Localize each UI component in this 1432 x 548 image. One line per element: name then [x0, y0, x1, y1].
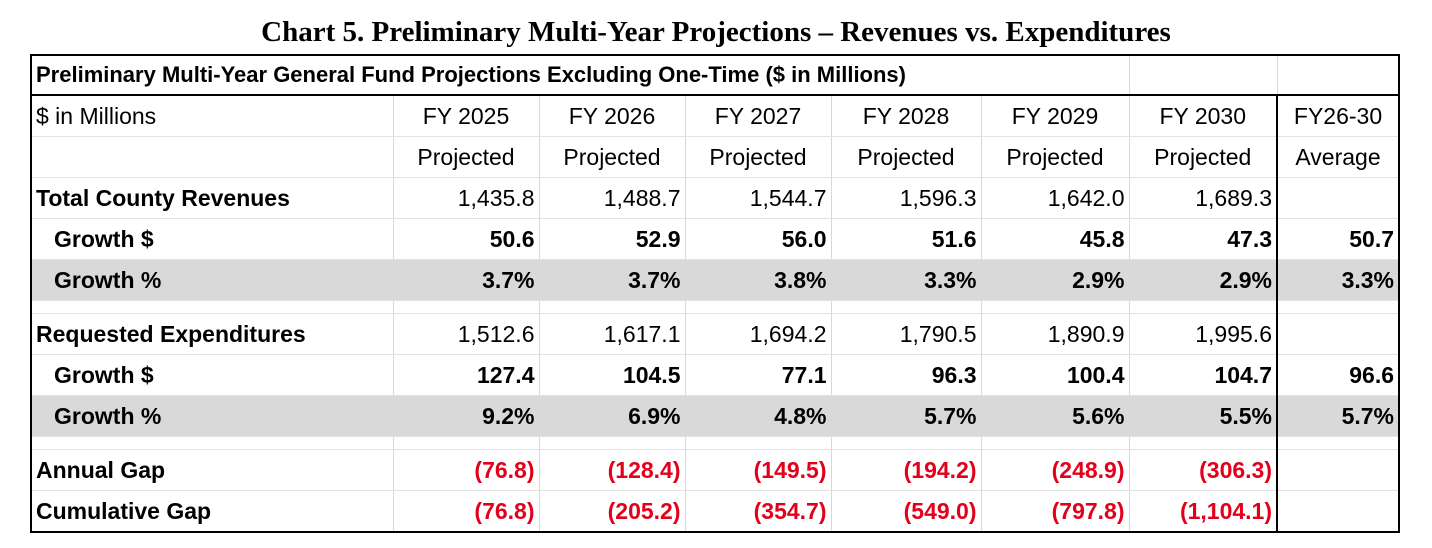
- table-cell: 6.9%: [539, 395, 686, 437]
- table-cell: 1,689.3: [1129, 177, 1278, 219]
- header-sub: Projected: [981, 136, 1130, 178]
- table-cell: 96.6: [1277, 354, 1400, 396]
- table-cell: 3.7%: [539, 259, 686, 301]
- table-cell: 3.8%: [685, 259, 832, 301]
- header-year: FY 2025: [393, 94, 540, 137]
- header-year: FY 2029: [981, 94, 1130, 137]
- table-cell: 1,617.1: [539, 313, 686, 355]
- table-cell: 104.5: [539, 354, 686, 396]
- table-cell: [1277, 177, 1400, 219]
- table-cell: 1,995.6: [1129, 313, 1278, 355]
- table-cell: 1,694.2: [685, 313, 832, 355]
- header-average-sub: Average: [1277, 136, 1400, 178]
- table-cell: 1,512.6: [393, 313, 540, 355]
- header-sub: Projected: [393, 136, 540, 178]
- table-cell: 4.8%: [685, 395, 832, 437]
- row-label-annual-gap: Annual Gap: [30, 449, 394, 491]
- table-cell: 1,642.0: [981, 177, 1130, 219]
- table-cell: 45.8: [981, 218, 1130, 260]
- table-cell: (306.3): [1129, 449, 1278, 491]
- table-cell: (194.2): [831, 449, 982, 491]
- row-label-revenues: Total County Revenues: [30, 177, 394, 219]
- table-cell: 5.6%: [981, 395, 1130, 437]
- header-year: FY 2027: [685, 94, 832, 137]
- chart-title: Chart 5. Preliminary Multi-Year Projecti…: [261, 16, 1171, 48]
- table-cell: 47.3: [1129, 218, 1278, 260]
- table-cell: 1,488.7: [539, 177, 686, 219]
- table-cell: 50.6: [393, 218, 540, 260]
- table-cell: (128.4): [539, 449, 686, 491]
- header-sub: Projected: [1129, 136, 1278, 178]
- table-cell: 77.1: [685, 354, 832, 396]
- row-label-growth-pct: Growth %: [30, 259, 394, 301]
- table-cell: 52.9: [539, 218, 686, 260]
- table-cell: 5.7%: [831, 395, 982, 437]
- table-cell: 56.0: [685, 218, 832, 260]
- header-sub: Projected: [831, 136, 982, 178]
- table-cell: 51.6: [831, 218, 982, 260]
- table-cell: 3.3%: [831, 259, 982, 301]
- row-label-expenditures: Requested Expenditures: [30, 313, 394, 355]
- table-cell: 5.5%: [1129, 395, 1278, 437]
- table-cell: 1,890.9: [981, 313, 1130, 355]
- table-cell: 1,596.3: [831, 177, 982, 219]
- table-cell: 2.9%: [1129, 259, 1278, 301]
- table-cell: 9.2%: [393, 395, 540, 437]
- header-year: FY 2030: [1129, 94, 1278, 137]
- table-cell: 3.7%: [393, 259, 540, 301]
- table-cell: (76.8): [393, 449, 540, 491]
- table-cell: (797.8): [981, 490, 1130, 533]
- table-cell: (149.5): [685, 449, 832, 491]
- header-sub: Projected: [539, 136, 686, 178]
- table-caption: Preliminary Multi-Year General Fund Proj…: [30, 54, 1130, 96]
- table-cell: 50.7: [1277, 218, 1400, 260]
- table-cell: 5.7%: [1277, 395, 1400, 437]
- table-cell: 1,790.5: [831, 313, 982, 355]
- row-label-growth-pct: Growth %: [30, 395, 394, 437]
- table-cell: 127.4: [393, 354, 540, 396]
- table-cell: (1,104.1): [1129, 490, 1278, 533]
- table-cell: 3.3%: [1277, 259, 1400, 301]
- table-cell: (76.8): [393, 490, 540, 533]
- header-sub: Projected: [685, 136, 832, 178]
- table-cell: [1277, 313, 1400, 355]
- row-label-growth-dollar: Growth $: [30, 354, 394, 396]
- header-average-label: FY26-30: [1277, 94, 1400, 137]
- table-cell: 96.3: [831, 354, 982, 396]
- table-cell: 100.4: [981, 354, 1130, 396]
- row-label-growth-dollar: Growth $: [30, 218, 394, 260]
- header-year: FY 2028: [831, 94, 982, 137]
- table-cell: 1,435.8: [393, 177, 540, 219]
- row-label-cumulative-gap: Cumulative Gap: [30, 490, 394, 533]
- table-cell: (205.2): [539, 490, 686, 533]
- header-year: FY 2026: [539, 94, 686, 137]
- table-cell: (354.7): [685, 490, 832, 533]
- table-cell: (248.9): [981, 449, 1130, 491]
- table-cell: 104.7: [1129, 354, 1278, 396]
- table-cell: 2.9%: [981, 259, 1130, 301]
- header-units-label: $ in Millions: [30, 94, 394, 137]
- projections-table: Preliminary Multi-Year General Fund Proj…: [30, 54, 1400, 533]
- table-cell: (549.0): [831, 490, 982, 533]
- table-cell: 1,544.7: [685, 177, 832, 219]
